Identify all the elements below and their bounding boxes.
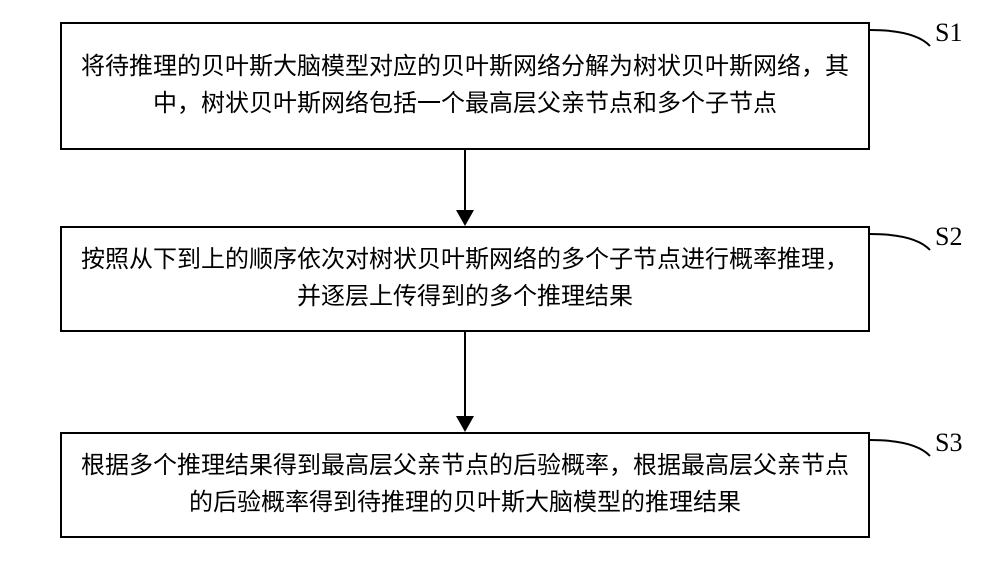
step-s1-label: S1 <box>935 18 962 48</box>
step-s1-box: 将待推理的贝叶斯大脑模型对应的贝叶斯网络分解为树状贝叶斯网络，其中，树状贝叶斯网… <box>60 22 870 150</box>
step-s2-text: 按照从下到上的顺序依次对树状贝叶斯网络的多个子节点进行概率推理，并逐层上传得到的… <box>76 242 854 316</box>
step-s1-leader <box>870 22 935 50</box>
step-s2-box: 按照从下到上的顺序依次对树状贝叶斯网络的多个子节点进行概率推理，并逐层上传得到的… <box>60 226 870 332</box>
step-s3-box: 根据多个推理结果得到最高层父亲节点的后验概率，根据最高层父亲节点的后验概率得到待… <box>60 432 870 538</box>
step-s1-text: 将待推理的贝叶斯大脑模型对应的贝叶斯网络分解为树状贝叶斯网络，其中，树状贝叶斯网… <box>76 49 854 123</box>
step-s3-leader <box>870 432 935 460</box>
step-s3-label: S3 <box>935 428 962 458</box>
step-s2-leader <box>870 226 935 254</box>
step-s2-label: S2 <box>935 222 962 252</box>
flowchart-canvas: 将待推理的贝叶斯大脑模型对应的贝叶斯网络分解为树状贝叶斯网络，其中，树状贝叶斯网… <box>0 0 1000 580</box>
arrow-s2-s3-head <box>456 416 474 432</box>
arrow-s2-s3-stem <box>464 332 466 416</box>
arrow-s1-s2-stem <box>464 150 466 210</box>
step-s3-text: 根据多个推理结果得到最高层父亲节点的后验概率，根据最高层父亲节点的后验概率得到待… <box>76 448 854 522</box>
arrow-s1-s2-head <box>456 210 474 226</box>
